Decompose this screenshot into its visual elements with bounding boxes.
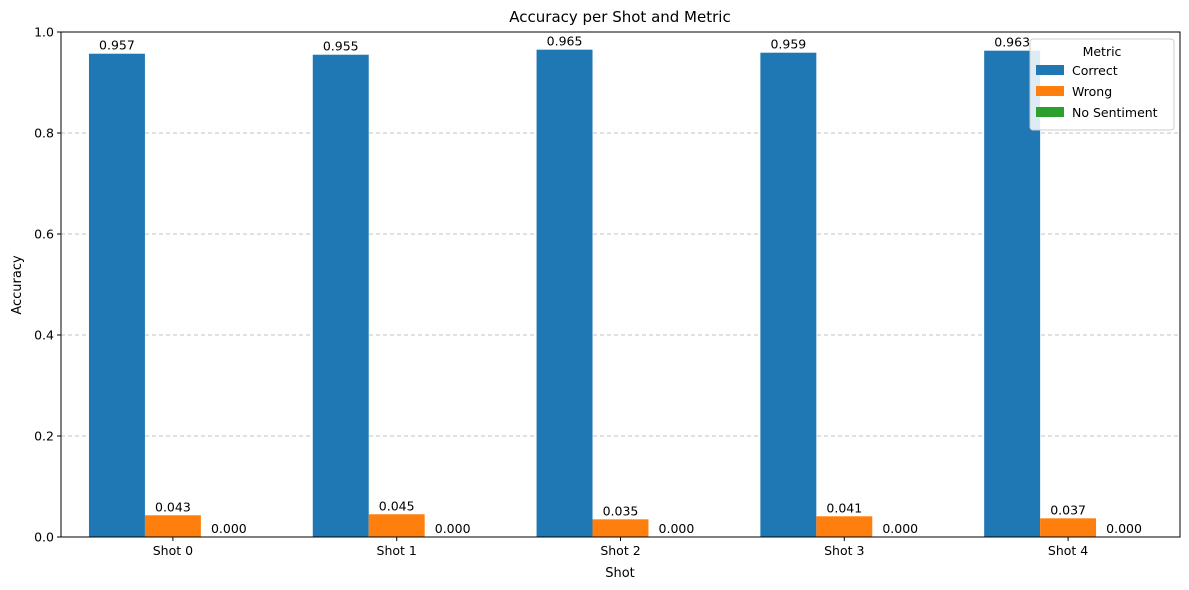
- bar-wrong: [1040, 518, 1097, 537]
- x-tick-label: Shot 4: [1048, 543, 1088, 558]
- x-tick-label: Shot 3: [824, 543, 864, 558]
- legend-swatch: [1036, 86, 1064, 96]
- bar-correct: [536, 49, 593, 538]
- y-axis: 0.0 0.2 0.4 0.6 0.8 1.0: [34, 25, 61, 545]
- legend-swatch: [1036, 65, 1064, 75]
- bar-correct: [312, 54, 369, 537]
- bar-value-label: 0.035: [603, 503, 639, 518]
- bar-value-label: 0.045: [379, 498, 415, 513]
- bars: [88, 49, 1097, 538]
- bar-wrong: [368, 514, 425, 537]
- x-axis-label: Shot: [605, 566, 635, 581]
- y-axis-label: Accuracy: [10, 255, 25, 315]
- bar-correct: [760, 52, 817, 537]
- legend-title: Metric: [1083, 44, 1122, 59]
- bar-value-label: 0.000: [882, 521, 918, 536]
- bar-labels: 0.957 0.043 0.000 0.955 0.045 0.000 0.965 0.035…: [99, 34, 1142, 536]
- bar-value-label: 0.955: [323, 39, 359, 54]
- y-tick-label: 0.4: [34, 328, 54, 343]
- bar-value-label: 0.000: [659, 521, 695, 536]
- bar-wrong: [592, 519, 649, 537]
- legend-swatch: [1036, 107, 1064, 117]
- legend-entry: Wrong: [1072, 84, 1112, 99]
- x-tick-label: Shot 2: [600, 543, 640, 558]
- y-tick-label: 1.0: [34, 25, 54, 40]
- y-tick-label: 0.6: [34, 227, 54, 242]
- bar-value-label: 0.000: [1106, 521, 1142, 536]
- bar-correct: [88, 53, 145, 538]
- x-tick-label: Shot 0: [153, 543, 193, 558]
- bar-correct: [984, 50, 1041, 538]
- bar-value-label: 0.000: [435, 521, 471, 536]
- bar-wrong: [816, 516, 873, 537]
- bar-value-label: 0.037: [1050, 502, 1086, 517]
- y-tick-label: 0.2: [34, 429, 54, 444]
- x-axis: Shot 0 Shot 1 Shot 2 Shot 3 Shot 4: [153, 537, 1088, 558]
- y-tick-label: 0.8: [34, 126, 54, 141]
- bar-value-label: 0.965: [547, 34, 583, 49]
- bar-value-label: 0.957: [99, 38, 135, 53]
- bar-value-label: 0.043: [155, 499, 191, 514]
- y-tick-label: 0.0: [34, 530, 54, 545]
- legend-entry: Correct: [1072, 63, 1118, 78]
- legend-box: [1029, 38, 1175, 131]
- bar-value-label: 0.959: [770, 37, 806, 52]
- bar-value-label: 0.963: [994, 35, 1030, 50]
- bar-wrong: [144, 515, 201, 537]
- chart-title: Accuracy per Shot and Metric: [509, 8, 730, 26]
- bar-value-label: 0.041: [826, 500, 862, 515]
- legend: Metric Correct Wrong No Sentiment: [1029, 38, 1175, 131]
- bar-value-label: 0.000: [211, 521, 247, 536]
- x-tick-label: Shot 1: [377, 543, 417, 558]
- legend-entry: No Sentiment: [1072, 105, 1158, 120]
